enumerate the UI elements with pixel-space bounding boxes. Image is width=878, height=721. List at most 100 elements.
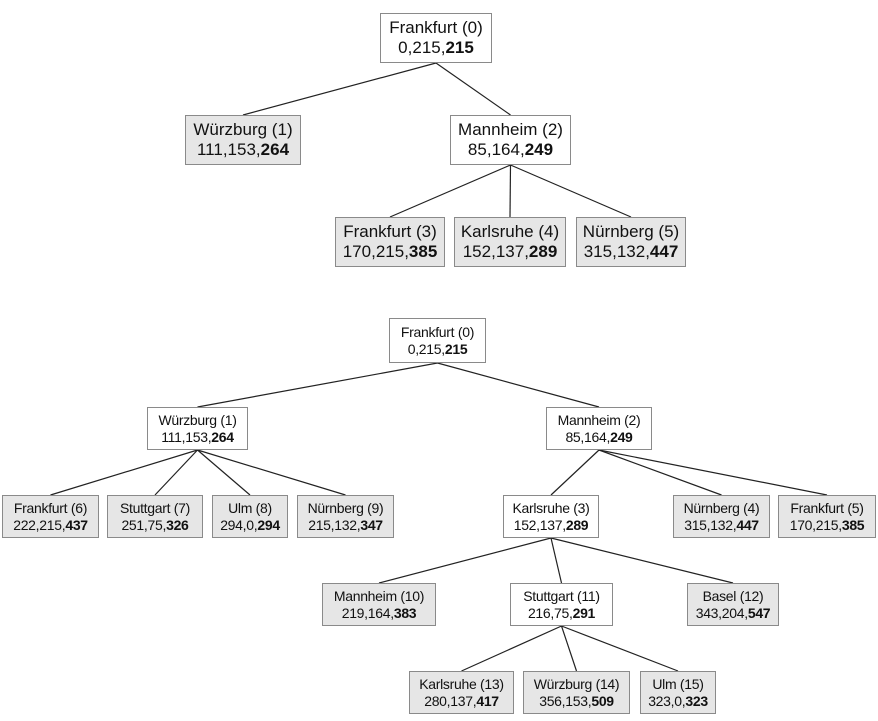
node-h-cost: 132 [616,242,646,261]
tree-edge [378,537,552,584]
node-f-cost: 294 [257,516,280,533]
node-f-cost: 509 [591,692,614,709]
tree-edge [50,449,198,496]
tree-edge [197,449,346,496]
node-index: 9 [371,499,380,516]
node-city: Mannheim [458,119,538,139]
node-index: 14 [599,675,615,692]
node-label: Stuttgart (11) [523,587,600,604]
tree-edge [550,537,563,584]
node-index: 6 [75,499,83,516]
node-index: 2 [547,119,558,139]
node-label: Mannheim (2) [458,119,563,139]
tree-node: Frankfurt (5) 170,215,385 [778,495,876,538]
node-label: Frankfurt (5) [790,499,864,516]
node-h-cost: 164 [367,604,391,621]
node-costs: 85,164,249 [565,428,633,445]
node-index: 4 [544,221,554,241]
tree-node: Mannheim (10) 219,164,383 [322,583,436,626]
node-label: Stuttgart (7) [119,499,191,516]
node-label: Würzburg (1) [158,411,237,428]
node-h-cost: 137 [450,692,473,709]
node-city: Nürnberg [307,499,364,516]
node-city: Frankfurt [13,499,68,516]
node-g-cost: 343 [695,604,719,621]
tree-edge [389,164,511,218]
node-f-cost: 289 [528,242,558,261]
node-index: 4 [747,499,756,516]
node-costs: 111,153,264 [161,428,234,445]
node-label: Karlsruhe (13) [419,675,504,692]
node-index: 12 [744,587,760,604]
node-label: Karlsruhe (3) [512,499,590,516]
node-city: Mannheim [557,411,621,428]
node-index: 3 [577,499,586,516]
tree-edge [560,625,578,672]
tree-edge [598,449,722,496]
node-f-cost: 215 [445,38,474,57]
node-city: Karlsruhe [419,675,477,692]
tree-edge [598,449,828,496]
node-h-cost: 164 [491,140,520,159]
node-g-cost: 222 [13,516,36,533]
node-g-cost: 219 [341,604,365,621]
node-index: 15 [684,675,700,692]
node-f-cost: 249 [524,140,554,159]
tree-node: Mannheim (2) 85,164,249 [450,115,571,165]
node-g-cost: 0 [407,340,416,357]
node-f-cost: 385 [408,242,438,261]
node-f-cost: 447 [649,242,679,261]
node-index: 0 [467,17,478,37]
node-f-cost: 437 [65,516,88,533]
node-g-cost: 294 [220,516,243,533]
node-g-cost: 111 [196,140,223,159]
tree-edge [550,537,734,584]
node-city: Basel [702,587,737,604]
node-h-cost: 153 [227,140,256,159]
node-costs: 280,137,417 [424,692,499,709]
node-g-cost: 111 [161,428,182,445]
tree-edge [197,449,251,496]
node-costs: 215,132,347 [308,516,383,533]
node-f-cost: 383 [393,604,417,621]
node-label: Frankfurt (0) [389,17,483,37]
node-f-cost: 215 [444,340,468,357]
tree-node: Nürnberg (5) 315,132,447 [576,217,686,267]
node-city: Nürnberg [582,221,654,241]
node-f-cost: 264 [260,140,290,159]
tree-node: Frankfurt (3) 170,215,385 [335,217,445,267]
node-h-cost: 137 [495,242,525,261]
tree-edge [154,449,198,496]
node-g-cost: 85 [467,140,487,159]
node-label: Nürnberg (5) [582,221,680,241]
node-g-cost: 216 [527,604,551,621]
node-index: 0 [462,323,470,340]
node-g-cost: 315 [583,242,613,261]
node-costs: 152,137,289 [513,516,589,533]
tree-node: Ulm (15) 323,0,323 [640,671,716,714]
node-g-cost: 152 [513,516,537,533]
node-city: Frankfurt [343,221,412,241]
tree-node: Nürnberg (4) 315,132,447 [673,495,770,538]
node-index: 11 [581,587,596,604]
node-label: Nürnberg (9) [307,499,384,516]
tree-node: Würzburg (1) 111,153,264 [185,115,301,165]
node-city: Würzburg [193,119,268,139]
node-g-cost: 170 [342,242,372,261]
tree-node: Würzburg (1) 111,153,264 [147,407,248,450]
node-label: Nürnberg (4) [683,499,760,516]
node-label: Ulm (8) [228,499,272,516]
node-f-cost: 323 [685,692,708,709]
node-index: 10 [404,587,420,604]
node-costs: 170,215,385 [342,242,438,261]
tree-edge [561,625,679,672]
node-f-cost: 326 [166,516,189,533]
node-h-cost: 0 [674,692,682,709]
node-costs: 315,132,447 [583,242,679,261]
node-costs: 85,164,249 [467,140,554,159]
node-label: Basel (12) [702,587,764,604]
tree-node: Frankfurt (0) 0,215,215 [380,13,492,63]
node-city: Ulm [228,499,253,516]
